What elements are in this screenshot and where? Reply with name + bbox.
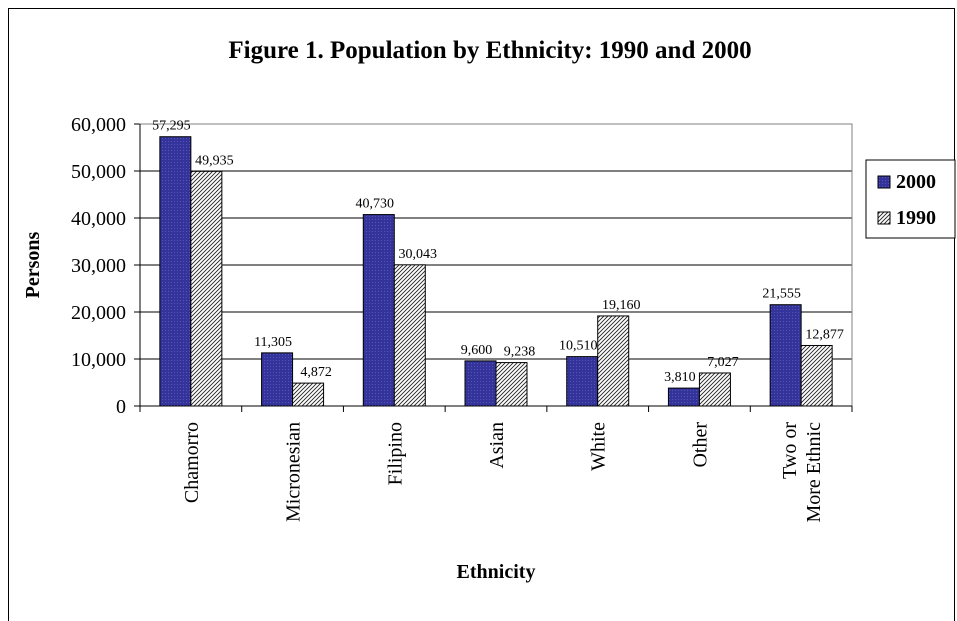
legend-swatch-2000	[878, 176, 890, 188]
category-label: Two or	[779, 422, 801, 479]
plot-area: 0 10,000 20,000 30,000 40,000 50,000 60,000 57,…	[71, 114, 852, 523]
x-axis-title: Ethnicity	[457, 561, 536, 583]
bar-2000	[262, 353, 293, 406]
category-label: Asian	[486, 422, 508, 469]
bar-2000	[160, 137, 191, 406]
bar-2000	[567, 357, 598, 406]
data-label: 7,027	[707, 355, 739, 370]
y-tick-label: 20,000	[71, 302, 126, 324]
data-label: 57,295	[152, 119, 191, 134]
legend: 2000 1990	[866, 160, 955, 238]
legend-swatch-1990	[878, 212, 890, 224]
bar-1990	[598, 316, 629, 406]
data-label: 3,810	[664, 370, 696, 385]
legend-label-1990: 1990	[896, 207, 936, 229]
data-label: 19,160	[602, 298, 641, 313]
category-label: Filipino	[384, 422, 406, 485]
data-label: 40,730	[356, 197, 395, 212]
y-tick-label: 30,000	[71, 255, 126, 277]
data-label: 9,600	[461, 343, 493, 358]
bar-2000	[770, 305, 801, 406]
data-label: 9,238	[504, 345, 536, 360]
category-label: More Ethnic	[803, 422, 825, 523]
bar-1990	[191, 171, 222, 406]
y-tick-label: 10,000	[71, 349, 126, 371]
y-tick-label: 50,000	[71, 161, 126, 183]
category-label: White	[588, 422, 610, 471]
category-label: Other	[689, 422, 711, 468]
bar-1990	[496, 363, 527, 406]
bar-2000	[668, 388, 699, 406]
y-tick-label: 60,000	[71, 114, 126, 136]
bar-1990	[699, 373, 730, 406]
bar-1990	[801, 345, 832, 406]
data-label: 4,872	[300, 365, 332, 380]
data-label: 30,043	[399, 247, 438, 262]
bar-2000	[363, 215, 394, 406]
category-label: Chamorro	[181, 422, 203, 503]
data-label: 12,877	[805, 327, 844, 342]
data-label: 49,935	[195, 153, 234, 168]
data-label: 11,305	[254, 335, 292, 350]
legend-label-2000: 2000	[896, 171, 936, 193]
data-label: 10,510	[559, 339, 598, 354]
bar-1990	[293, 383, 324, 406]
category-label: Micronesian	[283, 422, 305, 522]
y-tick-label: 0	[116, 396, 126, 418]
bar-2000	[465, 361, 496, 406]
bar-1990	[394, 265, 425, 406]
y-tick-label: 40,000	[71, 208, 126, 230]
data-label: 21,555	[762, 287, 801, 302]
y-axis-title: Persons	[22, 231, 44, 298]
chart-title: Figure 1. Population by Ethnicity: 1990 …	[228, 37, 751, 64]
